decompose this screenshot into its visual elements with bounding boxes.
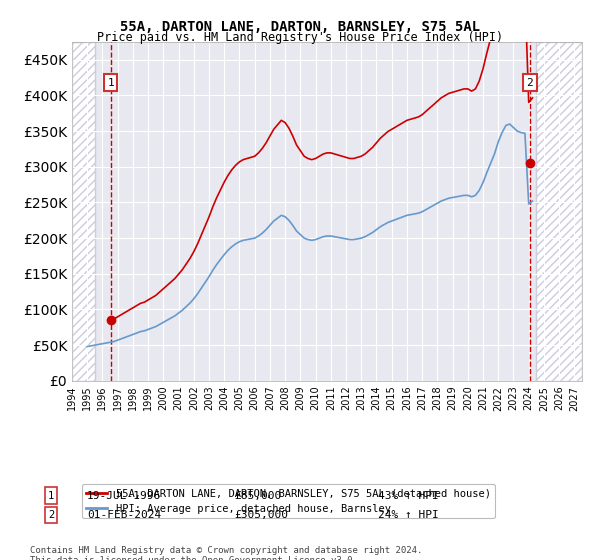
Text: 2: 2 xyxy=(527,78,533,88)
Text: Contains HM Land Registry data © Crown copyright and database right 2024.
This d: Contains HM Land Registry data © Crown c… xyxy=(30,546,422,560)
Text: 2: 2 xyxy=(48,510,54,520)
Text: 01-FEB-2024: 01-FEB-2024 xyxy=(87,510,161,520)
Text: 1: 1 xyxy=(107,78,114,88)
Bar xyxy=(536,42,582,381)
Bar xyxy=(72,42,95,381)
Text: 19-JUL-1996: 19-JUL-1996 xyxy=(87,491,161,501)
Text: Price paid vs. HM Land Registry's House Price Index (HPI): Price paid vs. HM Land Registry's House … xyxy=(97,31,503,44)
Text: £85,000: £85,000 xyxy=(234,491,281,501)
Text: 24% ↑ HPI: 24% ↑ HPI xyxy=(378,510,439,520)
Legend: 55A, DARTON LANE, DARTON, BARNSLEY, S75 5AL (detached house), HPI: Average price: 55A, DARTON LANE, DARTON, BARNSLEY, S75 … xyxy=(82,484,495,518)
Text: 1: 1 xyxy=(48,491,54,501)
Text: 43% ↑ HPI: 43% ↑ HPI xyxy=(378,491,439,501)
Text: 55A, DARTON LANE, DARTON, BARNSLEY, S75 5AL: 55A, DARTON LANE, DARTON, BARNSLEY, S75 … xyxy=(120,20,480,34)
Text: £305,000: £305,000 xyxy=(234,510,288,520)
